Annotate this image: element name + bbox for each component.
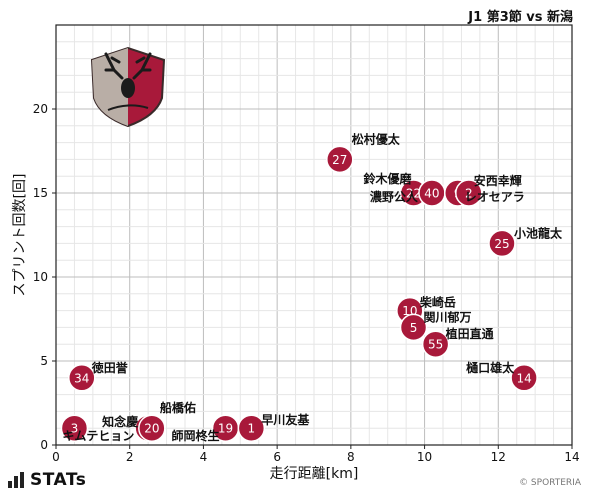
player-name-label: 早川友基 (261, 412, 310, 427)
player-marker (138, 414, 166, 442)
player-name-label: 安西幸輝 (474, 173, 522, 188)
player-marker (455, 179, 483, 207)
player-name-label: 船橋佑 (160, 400, 196, 415)
y-tick-label: 15 (33, 186, 48, 200)
x-tick-label: 6 (273, 450, 281, 464)
player-marker (60, 414, 89, 442)
copyright: © SPORTERIA (519, 478, 581, 488)
player-number: 5 (410, 321, 418, 335)
player-name-label: 濃野公人 (370, 189, 419, 204)
points-layer: 272240922510555143432820191 (60, 145, 538, 442)
crest-script-mark (107, 104, 149, 111)
chart-title: J1 第3節 vs 新潟 (468, 10, 573, 25)
x-tick-label: 10 (417, 450, 432, 464)
crest-icon (90, 46, 166, 128)
player-name-label: 徳田誉 (91, 360, 129, 375)
player-name-label: レオセアラ (465, 190, 525, 204)
antlers-icon (104, 52, 152, 80)
player-marker (237, 414, 266, 442)
y-tick-label: 0 (40, 438, 48, 452)
x-tick-label: 2 (126, 450, 134, 464)
deer-head-icon (121, 78, 135, 98)
x-tick-label: 14 (564, 450, 579, 464)
player-marker (510, 364, 538, 392)
player-name-label: 師岡柊生 (172, 428, 220, 443)
player-number: 55 (428, 338, 443, 352)
stats-bars-icon (8, 472, 24, 488)
plot-frame (55, 24, 573, 446)
player-marker (488, 229, 516, 258)
player-number: 19 (218, 422, 233, 436)
player-name-label: 知念慶 (101, 414, 138, 429)
club-logo (90, 46, 166, 128)
x-tick-label: 8 (347, 450, 355, 464)
player-name-label: 柴崎岳 (419, 295, 456, 310)
player-number: 1 (248, 422, 256, 436)
player-number: 22 (406, 187, 421, 201)
y-tick-label: 10 (33, 270, 48, 284)
player-name-label: 松村優太 (352, 131, 401, 146)
x-tick-label: 4 (200, 450, 208, 464)
player-number: 40 (424, 187, 439, 201)
player-marker (326, 145, 354, 174)
x-tick-label: 0 (52, 450, 60, 464)
player-marker (68, 364, 96, 392)
player-number: 20 (144, 422, 159, 436)
y-axis-label: スプリント回数[回] (12, 174, 28, 297)
brand-name: STATs (30, 470, 87, 490)
brand-logo: STATs (8, 470, 86, 490)
x-axis-label: 走行距離[km] (270, 465, 359, 482)
player-number: 27 (332, 153, 347, 167)
player-name-label: 樋口雄太 (466, 360, 515, 375)
player-number: 34 (74, 371, 89, 385)
player-name-label: 関川郁万 (424, 309, 472, 324)
y-tick-label: 5 (40, 354, 48, 368)
player-name-label: 小池龍太 (514, 225, 563, 240)
player-number: 14 (516, 371, 531, 385)
player-marker (421, 330, 450, 358)
player-number: 25 (494, 237, 509, 251)
player-name-label: 植田直通 (445, 326, 494, 341)
player-name-label: キムテヒョン (62, 429, 134, 443)
y-tick-label: 20 (33, 102, 48, 116)
player-number: 3 (71, 422, 79, 436)
x-tick-label: 12 (491, 450, 506, 464)
player-marker (399, 313, 428, 342)
player-number: 2 (465, 187, 473, 201)
player-name-label: 鈴木優磨 (363, 171, 411, 186)
